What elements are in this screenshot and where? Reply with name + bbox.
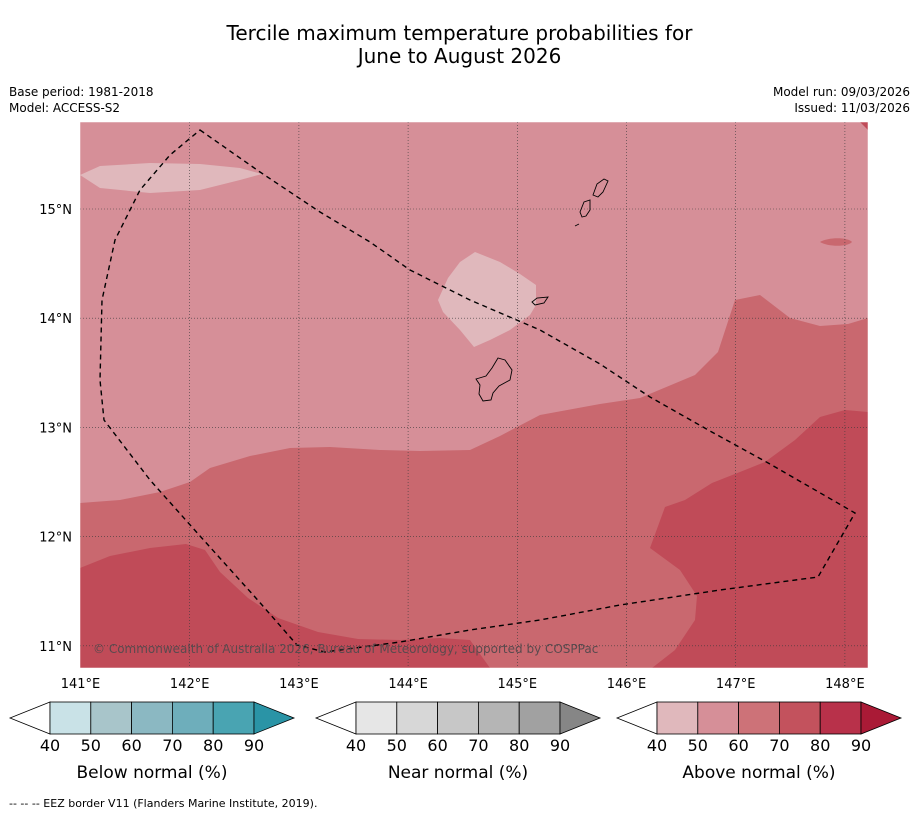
colorbar-below-segment — [90, 701, 133, 735]
colorbar-below-high-extend — [253, 701, 296, 735]
colorbar-below-tick-label: 70 — [162, 736, 182, 755]
colorbar-above-low-extend — [615, 701, 658, 735]
model-run-text: Model run: 09/03/2026 — [772, 85, 910, 99]
model-text: Model: ACCESS-S2 — [9, 101, 121, 115]
colorbar-below-segment — [212, 701, 255, 735]
lat-label: 13°N — [39, 421, 72, 436]
longitude-labels: 141°E 142°E 143°E 144°E 145°E 146°E 147°E 148°E — [61, 677, 865, 692]
islands — [475, 178, 609, 402]
colorbar-near-segment — [396, 701, 438, 735]
region-above-40-50-central — [438, 252, 536, 347]
region-above-70-80-ne-corner — [860, 122, 868, 130]
lat-label: 12°N — [39, 531, 72, 546]
colorbar-below-segment — [131, 701, 173, 735]
colorbar-above-segment — [779, 701, 821, 735]
lat-label: 14°N — [39, 312, 72, 327]
colorbar-below-tick-label: 50 — [81, 736, 101, 755]
colorbar-below-low-extend — [8, 701, 51, 735]
colorbar-near-segment — [355, 701, 398, 735]
colorbar-below-segment — [171, 701, 214, 735]
region-above-60-70-east-patch — [820, 238, 852, 246]
colorbar-above-tick-label: 50 — [688, 736, 708, 755]
region-above-40-50-north — [80, 163, 262, 193]
lon-label: 146°E — [607, 677, 647, 692]
title-line-2: June to August 2026 — [357, 44, 562, 68]
aguijan-island — [574, 223, 580, 227]
colorbars: 40 50 60 70 80 90 Below normal (%) 40 50 60 70 80 90… — [8, 701, 903, 783]
lon-label: 142°E — [170, 677, 210, 692]
eez-legend: -- -- -- EEZ border V11 (Flanders Marine… — [9, 797, 318, 810]
colorbar-above-high-extend — [860, 701, 903, 735]
title-line-1: Tercile maximum temperature probabilitie… — [226, 21, 693, 45]
colorbar-below-segment — [49, 701, 92, 735]
lat-label: 15°N — [39, 203, 72, 218]
lon-label: 143°E — [279, 677, 319, 692]
tinian-island — [579, 199, 591, 218]
colorbar-near-tick-label: 70 — [468, 736, 488, 755]
colorbar-above-tick-label: 80 — [810, 736, 830, 755]
latitude-labels: 15°N 14°N 13°N 12°N 11°N — [39, 203, 72, 655]
colorbar-near-high-extend — [559, 701, 602, 735]
map-field — [80, 122, 868, 668]
lon-label: 144°E — [388, 677, 428, 692]
eez-border — [99, 129, 856, 653]
colorbar-near-tick-label: 90 — [550, 736, 570, 755]
lon-label: 148°E — [825, 677, 865, 692]
guam-island — [475, 357, 513, 402]
chart-title: Tercile maximum temperature probabilitie… — [0, 22, 919, 68]
colorbar-near-segment — [518, 701, 561, 735]
colorbar-above-tick-label: 70 — [769, 736, 789, 755]
meta-right: Model run: 09/03/2026 Issued: 11/03/2026 — [773, 84, 910, 116]
colorbar-above-segment — [738, 701, 780, 735]
colorbar-above-title: Above normal (%) — [682, 763, 835, 783]
colorbar-near-tick-label: 40 — [346, 736, 366, 755]
colorbar-below-tick-label: 40 — [40, 736, 60, 755]
region-above-60-70 — [80, 295, 868, 668]
colorbar-below-title: Below normal (%) — [77, 763, 228, 783]
colorbar-near-low-extend — [314, 701, 357, 735]
colorbar-below-tick-label: 90 — [244, 736, 264, 755]
colorbar-above: 40 50 60 70 80 90 Above normal (%) — [615, 701, 903, 783]
colorbar-above-segment — [819, 701, 862, 735]
lon-label: 147°E — [716, 677, 756, 692]
colorbar-below: 40 50 60 70 80 90 Below normal (%) — [8, 701, 296, 783]
colorbar-below-tick-label: 80 — [203, 736, 223, 755]
colorbar-near-segment — [437, 701, 479, 735]
region-above-70-80-east — [650, 410, 868, 668]
base-period-text: Base period: 1981-2018 — [9, 85, 154, 99]
gridlines — [80, 122, 868, 668]
lat-label: 11°N — [39, 640, 72, 655]
colorbar-above-tick-label: 40 — [647, 736, 667, 755]
colorbar-near-tick-label: 80 — [509, 736, 529, 755]
saipan-island — [592, 178, 609, 198]
colorbar-near-tick-label: 60 — [427, 736, 447, 755]
colorbar-above-tick-label: 60 — [728, 736, 748, 755]
colorbar-near: 40 50 60 70 80 90 Near normal (%) — [314, 701, 602, 783]
colorbar-above-segment — [656, 701, 699, 735]
meta-left: Base period: 1981-2018 Model: ACCESS-S2 — [9, 84, 154, 116]
lon-label: 141°E — [61, 677, 101, 692]
colorbar-near-title: Near normal (%) — [388, 763, 528, 783]
colorbar-above-segment — [697, 701, 739, 735]
rota-island — [531, 296, 549, 306]
map-frame — [79, 121, 869, 669]
lon-label: 145°E — [498, 677, 538, 692]
colorbar-near-tick-label: 50 — [387, 736, 407, 755]
issued-text: Issued: 11/03/2026 — [794, 101, 910, 115]
region-above-70-80-southwest — [80, 544, 490, 668]
copyright-text: © Commonwealth of Australia 2026, Bureau… — [93, 642, 598, 656]
colorbar-near-segment — [477, 701, 520, 735]
colorbar-above-tick-label: 90 — [851, 736, 871, 755]
colorbar-below-tick-label: 60 — [121, 736, 141, 755]
